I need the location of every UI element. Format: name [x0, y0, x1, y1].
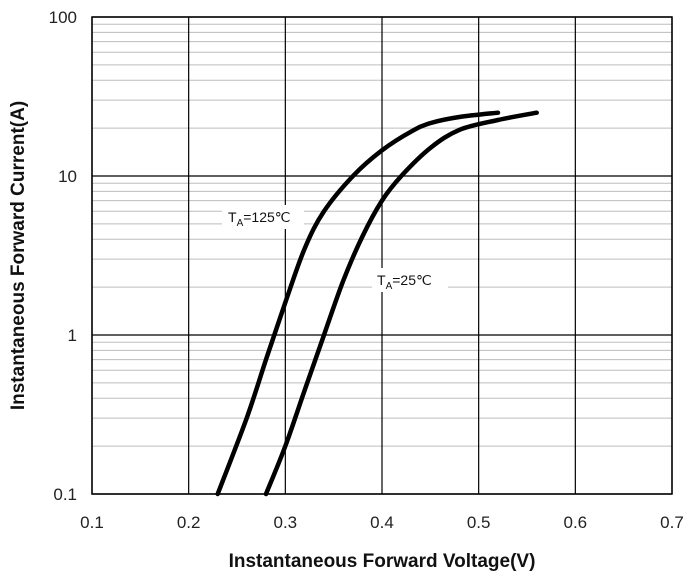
plot-frame	[91, 16, 673, 495]
series-label: TA=25℃	[377, 272, 432, 292]
series-line-25c	[263, 110, 539, 497]
series-layer	[215, 110, 539, 497]
series-label: TA=125℃	[228, 209, 291, 229]
series-labels: TA=125℃ TA=25℃	[222, 205, 448, 292]
x-tick-label: 0.6	[564, 513, 588, 532]
x-tick-label: 0.3	[274, 513, 298, 532]
x-tick-label: 0.2	[177, 513, 201, 532]
series-label-background	[372, 268, 448, 292]
y-tick-label: 10	[58, 167, 77, 186]
x-tick-labels: 0.1 0.2 0.3 0.4 0.5 0.6 0.7	[80, 513, 684, 532]
y-tick-labels: 0.1 1 10 100	[49, 8, 77, 504]
x-tick-label: 0.1	[80, 513, 104, 532]
y-tick-label: 1	[68, 326, 77, 345]
x-axis-title: Instantaneous Forward Voltage(V)	[229, 551, 536, 572]
y-axis-title: Instantaneous Forward Current(A)	[8, 101, 29, 410]
series-line-125c	[215, 110, 501, 497]
x-tick-label: 0.4	[370, 513, 394, 532]
x-tick-label: 0.5	[467, 513, 491, 532]
y-tick-label: 100	[49, 8, 77, 27]
x-tick-label: 0.7	[660, 513, 684, 532]
y-tick-label: 0.1	[53, 485, 77, 504]
series-label-background	[222, 205, 304, 229]
